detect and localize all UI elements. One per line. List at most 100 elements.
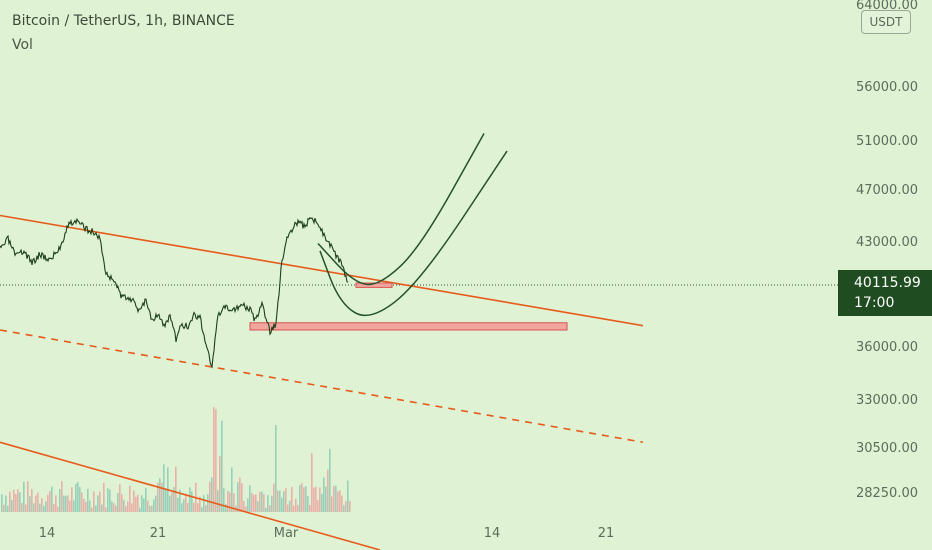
volume-bar (201, 507, 203, 512)
volume-bar (1, 494, 3, 512)
volume-bar (119, 484, 121, 512)
volume-bar (149, 505, 151, 512)
volume-bar (127, 501, 129, 512)
volume-bar (49, 491, 51, 512)
volume-bar (207, 494, 209, 512)
volume-bar (255, 494, 257, 512)
volume-bar (121, 494, 123, 512)
volume-bar (205, 505, 207, 512)
volume-bar (161, 482, 163, 512)
volume-bar (177, 497, 179, 512)
volume-bar (295, 498, 297, 512)
volume-bar (185, 493, 187, 512)
volume-bar (71, 487, 73, 512)
volume-bar (91, 507, 93, 512)
volume-bar (335, 485, 337, 512)
volume-bar (87, 488, 89, 512)
volume-bar (157, 482, 159, 512)
volume-bar (259, 492, 261, 512)
volume-bar (307, 495, 309, 512)
volume-bar (117, 492, 119, 512)
volume-bar (245, 506, 247, 512)
volume-bar (75, 483, 77, 512)
volume-bar (213, 407, 215, 512)
y-axis-tick-label: 56000.00 (856, 80, 918, 95)
volume-bar (303, 487, 305, 512)
volume-bar (239, 477, 241, 512)
volume-legend[interactable]: Vol (12, 37, 33, 53)
volume-bar (293, 505, 295, 512)
volume-bar (15, 494, 17, 512)
volume-bar (333, 485, 335, 512)
volume-bar (51, 486, 53, 512)
volume-bar (23, 481, 25, 512)
volume-bar (45, 501, 47, 512)
currency-button[interactable]: USDT (861, 10, 911, 34)
volume-bar (159, 478, 161, 512)
volume-bar (221, 420, 223, 512)
volume-bar (143, 498, 145, 512)
symbol-legend[interactable]: Bitcoin / TetherUS, 1h, BINANCE (12, 13, 235, 29)
volume-bar (321, 494, 323, 512)
volume-bar (273, 483, 275, 512)
volume-bar (285, 488, 287, 512)
y-axis-tick-label: 36000.00 (856, 340, 918, 355)
volume-bar (251, 492, 253, 512)
last-price-badge: 40115.99 17:00 (838, 270, 932, 316)
volume-bar (169, 495, 171, 512)
volume-bar (275, 425, 277, 512)
volume-bar (267, 495, 269, 512)
volume-bar (69, 500, 71, 512)
volume-bar (47, 494, 49, 512)
x-axis-tick-label: 14 (484, 526, 501, 541)
volume-bar (3, 504, 5, 512)
volume-bar (19, 492, 21, 512)
volume-bar (237, 482, 239, 512)
volume-bar (99, 491, 101, 512)
volume-bar (283, 491, 285, 512)
bar-countdown: 17:00 (854, 295, 895, 311)
volume-bar (227, 490, 229, 512)
volume-bar (301, 483, 303, 512)
x-axis-tick-label: 21 (150, 526, 167, 541)
volume-bar (55, 495, 57, 512)
volume-bar (327, 469, 329, 512)
volume-bar (181, 503, 183, 512)
volume-bar (243, 501, 245, 512)
volume-bar (297, 505, 299, 512)
volume-bar (345, 501, 347, 512)
volume-bar (133, 490, 135, 512)
volume-bar (173, 486, 175, 512)
volume-bar (175, 466, 177, 512)
volume-bar (341, 495, 343, 512)
volume-bar (281, 497, 283, 512)
volume-bar (347, 480, 349, 512)
volume-bar (339, 490, 341, 512)
volume-bar (319, 487, 321, 512)
volume-bar (7, 505, 9, 512)
volume-bar (193, 503, 195, 512)
volume-bar (57, 506, 59, 512)
volume-bar (309, 505, 311, 512)
projection-curve-lower (319, 150, 508, 316)
y-axis-tick-label: 33000.00 (856, 393, 918, 408)
volume-bar (85, 501, 87, 512)
volume-bar (315, 486, 317, 512)
volume-bar (257, 501, 259, 512)
volume-bar (79, 487, 81, 512)
volume-bar (147, 500, 149, 512)
volume-bar (271, 495, 273, 512)
volume-bar (53, 504, 55, 512)
y-axis-tick-label: 28250.00 (856, 486, 918, 501)
volume-bar (269, 505, 271, 512)
volume-bar (29, 496, 31, 512)
volume-bar (211, 477, 213, 512)
volume-bar (101, 504, 103, 512)
volume-bar (41, 498, 43, 512)
x-axis-tick-label: 21 (598, 526, 615, 541)
volume-bar (103, 482, 105, 512)
volume-bar (153, 499, 155, 512)
volume-bar (27, 481, 29, 512)
